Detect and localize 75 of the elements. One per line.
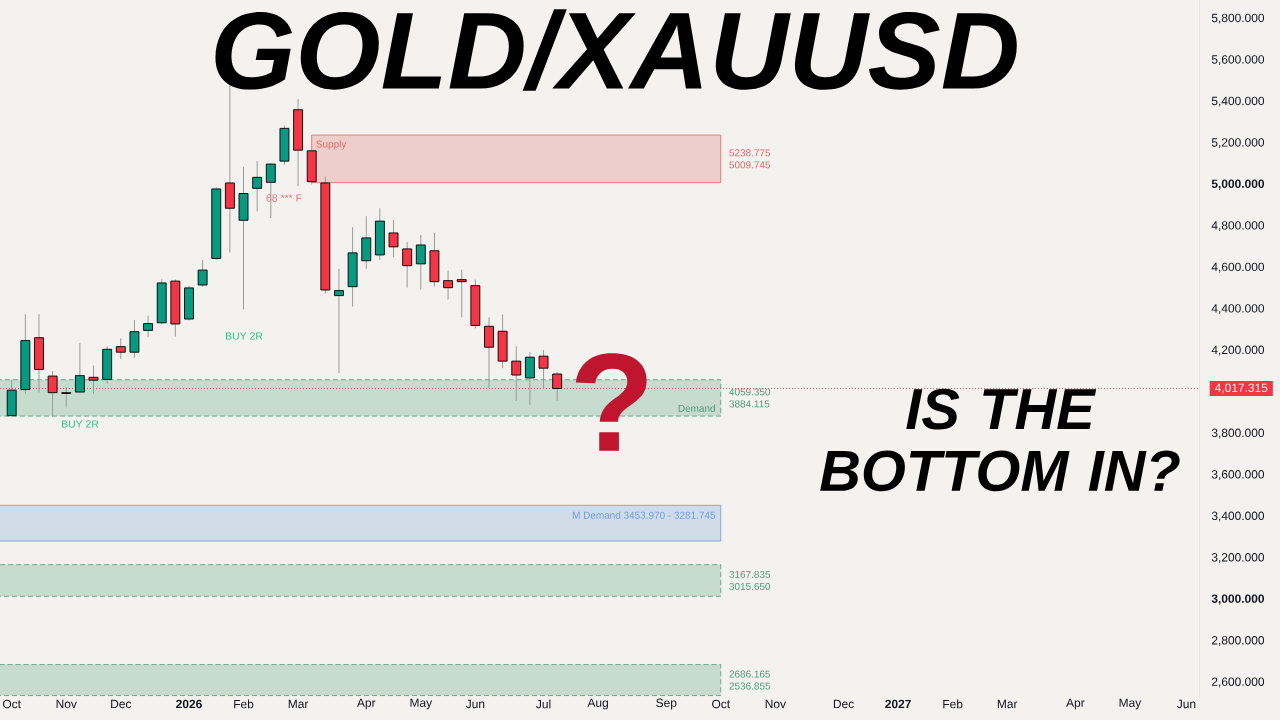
annotation: BUY 2R bbox=[225, 332, 263, 340]
y-tick-label: 2,800.000 bbox=[1211, 636, 1265, 646]
annotation: 68 *** F bbox=[266, 194, 302, 202]
candlestick bbox=[443, 270, 454, 301]
x-tick-label: Aug bbox=[587, 698, 608, 710]
candlestick bbox=[143, 315, 153, 338]
band-label: M Demand 3453.970 - 3281.745 bbox=[572, 511, 716, 519]
candlestick bbox=[456, 269, 467, 318]
x-tick-label: Feb bbox=[234, 699, 254, 709]
candlestick bbox=[88, 364, 99, 395]
y-tick-label: 5,400.000 bbox=[1211, 96, 1265, 107]
x-tick-label: Dec bbox=[833, 699, 854, 709]
annotation: 4059.350 bbox=[729, 388, 771, 396]
x-tick-label: Nov bbox=[765, 699, 786, 709]
annotation: 2686.165 bbox=[729, 670, 771, 678]
x-tick-label: Jun bbox=[465, 699, 485, 709]
y-tick-label: 3,200.000 bbox=[1211, 553, 1265, 563]
annotation: 3015.650 bbox=[729, 582, 771, 590]
x-tick-label: Oct bbox=[712, 699, 731, 709]
candlestick bbox=[265, 162, 276, 219]
candlestick bbox=[552, 371, 563, 402]
y-tick-label: 4,400.000 bbox=[1211, 304, 1265, 315]
candlestick bbox=[402, 241, 413, 289]
candlestick bbox=[524, 351, 535, 406]
candlestick bbox=[334, 268, 344, 374]
y-tick-label: 3,800.000 bbox=[1211, 428, 1265, 439]
candlestick bbox=[115, 337, 126, 360]
annotation: ? bbox=[575, 353, 647, 451]
y-tick-label: 2,600.000 bbox=[1211, 677, 1265, 688]
x-tick-label: May bbox=[410, 698, 433, 710]
y-tick-label: 3,600.000 bbox=[1211, 470, 1265, 480]
candlestick bbox=[415, 234, 426, 291]
candlestick bbox=[361, 215, 372, 270]
text: IS THE BOTTOM IN? bbox=[820, 388, 1180, 492]
band-label: Demand bbox=[678, 404, 715, 412]
x-tick-label: Mar bbox=[288, 699, 309, 709]
x-tick-label: May bbox=[1119, 698, 1142, 710]
candlestick bbox=[74, 342, 85, 394]
y-tick-label: 5,000.000 bbox=[1211, 179, 1265, 190]
candlestick bbox=[61, 386, 72, 409]
y-tick-label: 5,800.000 bbox=[1211, 13, 1265, 24]
x-tick-label: 2026 bbox=[176, 699, 202, 709]
y-tick-label: 3,400.000 bbox=[1211, 511, 1265, 522]
annotation: 5238.775 bbox=[729, 149, 771, 157]
candlestick bbox=[538, 349, 549, 390]
x-tick-label: Mar bbox=[997, 699, 1018, 709]
y-tick-label: 4,200.000 bbox=[1211, 345, 1265, 356]
candlestick bbox=[252, 160, 263, 212]
x-tick-label: Nov bbox=[56, 699, 77, 709]
x-tick-label: Jul bbox=[536, 699, 551, 709]
x-tick-label: Oct bbox=[2, 699, 21, 709]
candlestick bbox=[129, 319, 140, 359]
x-tick-label: Feb bbox=[943, 699, 963, 709]
annotation: 3167.835 bbox=[729, 570, 771, 578]
chart-title: GOLD/XAUUSD bbox=[215, 9, 1017, 91]
candlestick bbox=[511, 345, 522, 402]
y-tick-label: 4,800.000 bbox=[1211, 221, 1265, 232]
x-tick-label: Dec bbox=[111, 699, 132, 709]
annotation: 2536.855 bbox=[729, 682, 771, 690]
y-tick-label: 5,600.000 bbox=[1211, 55, 1265, 66]
y-tick-label: 5,200.000 bbox=[1211, 138, 1265, 149]
x-tick-label: Sep bbox=[656, 698, 677, 710]
annotation: 5009.745 bbox=[729, 161, 771, 169]
x-tick-label: Apr bbox=[356, 698, 376, 710]
candlestick bbox=[197, 259, 208, 288]
band-label: Supply bbox=[316, 140, 347, 150]
x-tick-label: Apr bbox=[1066, 698, 1085, 710]
y-tick-label: 4,600.000 bbox=[1211, 262, 1265, 273]
ref-line-label: 4,017.315 bbox=[1214, 383, 1268, 394]
annotation: 3884.115 bbox=[729, 400, 770, 408]
annotation: BUY 2R bbox=[61, 420, 99, 428]
y-tick-label: 3,000.000 bbox=[1211, 594, 1265, 605]
candlestick bbox=[388, 219, 399, 258]
x-tick-label: Jun bbox=[1176, 699, 1196, 709]
x-tick-label: 2027 bbox=[885, 699, 911, 709]
